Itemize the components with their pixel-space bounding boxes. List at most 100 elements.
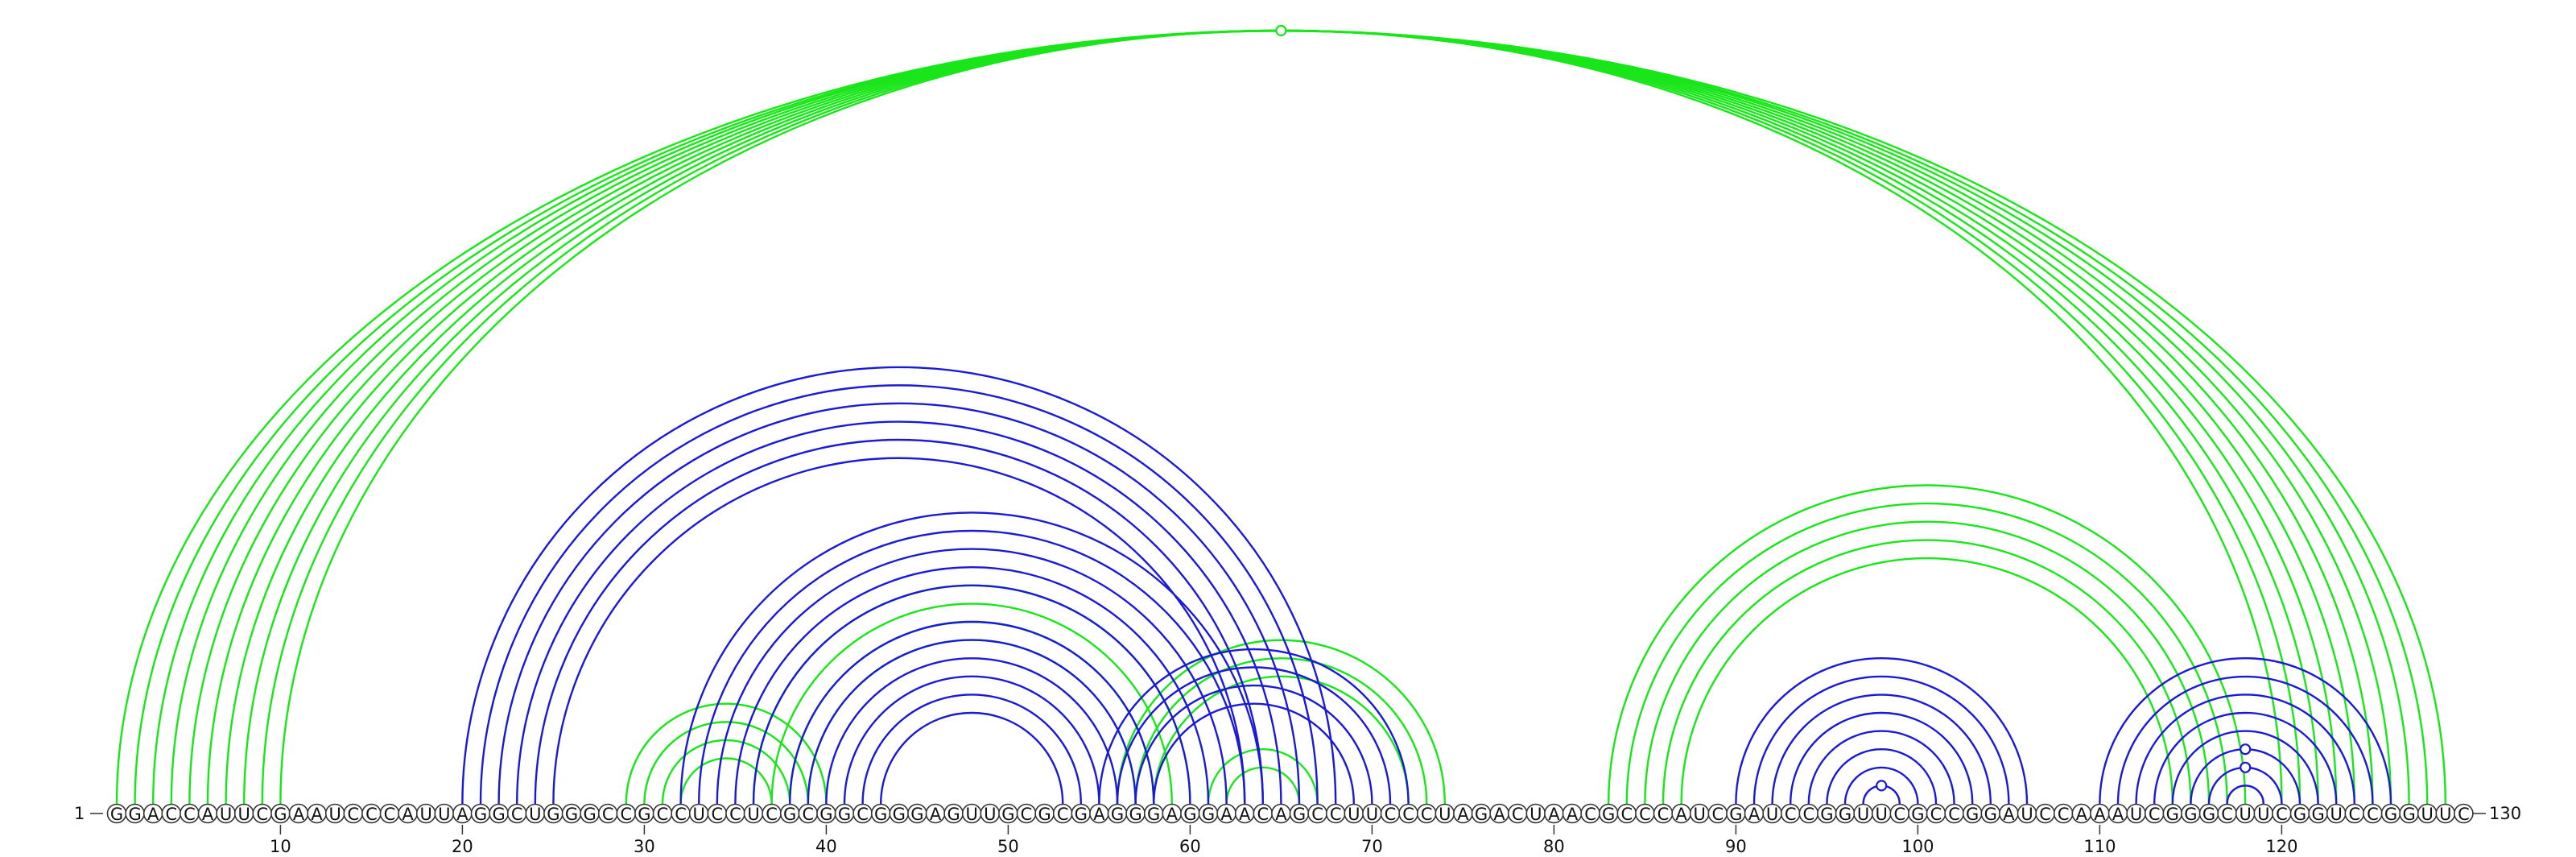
nucleotide-letter-2: G bbox=[128, 805, 141, 824]
nucleotide-90: G bbox=[1726, 803, 1746, 824]
nucleotide-letter-49: U bbox=[984, 805, 996, 824]
nucleotide-letter-18: U bbox=[420, 805, 432, 824]
nucleotide-64: C bbox=[1253, 803, 1274, 824]
nucleotide-120: C bbox=[2272, 803, 2292, 824]
nucleotide-letter-26: G bbox=[565, 805, 578, 824]
nucleotide-96: G bbox=[1835, 803, 1856, 824]
nucleotide-letter-53: C bbox=[1057, 805, 1069, 824]
tick-label-10: 10 bbox=[270, 837, 291, 856]
nucleotide-8: U bbox=[233, 803, 254, 824]
nucleotide-letter-47: G bbox=[947, 805, 960, 824]
nucleotide-letter-125: C bbox=[2367, 805, 2379, 824]
nucleotide-letter-8: U bbox=[238, 805, 250, 824]
nucleotide-letter-12: A bbox=[311, 805, 323, 824]
nucleotide-26: G bbox=[561, 803, 582, 824]
nucleotide-letter-42: C bbox=[857, 805, 869, 824]
nucleotide-letter-119: U bbox=[2257, 805, 2269, 824]
nucleotide-letter-25: G bbox=[547, 805, 559, 824]
tick-label-60: 60 bbox=[1179, 837, 1201, 856]
nucleotide-101: C bbox=[1926, 803, 1946, 824]
nucleotide-99: C bbox=[1889, 803, 1910, 824]
tick-label-90: 90 bbox=[1725, 837, 1747, 856]
tick-label-70: 70 bbox=[1361, 837, 1383, 856]
nucleotide-letter-45: G bbox=[910, 805, 923, 824]
nucleotide-letter-93: C bbox=[1785, 805, 1797, 824]
nucleotide-letter-91: A bbox=[1748, 805, 1761, 824]
nucleotide-54: G bbox=[1071, 803, 1092, 824]
blue-arc-113-123 bbox=[2153, 711, 2338, 805]
nucleotide-letter-123: U bbox=[2330, 805, 2343, 824]
nucleotide-22: G bbox=[489, 803, 509, 824]
nucleotide-letter-99: C bbox=[1893, 805, 1905, 824]
blue-arc-112-124 bbox=[2135, 693, 2355, 805]
nucleotide-32: C bbox=[671, 803, 691, 824]
nucleotide-letter-50: G bbox=[1001, 805, 1014, 824]
sequence-axis: 1 130 bbox=[74, 804, 2521, 823]
nucleotide-126: G bbox=[2380, 803, 2401, 824]
nucleotide-51: C bbox=[1016, 803, 1037, 824]
green-arc-83-118 bbox=[1608, 484, 2247, 805]
nucleotide-letter-62: A bbox=[1220, 805, 1232, 824]
nucleotide-letter-22: G bbox=[492, 805, 505, 824]
nucleotide-65: A bbox=[1271, 803, 1291, 824]
arc-layer bbox=[115, 24, 2446, 805]
nucleotide-letter-95: G bbox=[1820, 805, 1833, 824]
nucleotide-letter-14: C bbox=[347, 805, 359, 824]
nucleotide-110: A bbox=[2090, 803, 2110, 824]
nucleotide-letter-28: C bbox=[602, 805, 614, 824]
green-arc-58-72 bbox=[1153, 675, 1410, 805]
nucleotide-123: U bbox=[2326, 803, 2347, 824]
nucleotide-letter-88: U bbox=[1694, 805, 1706, 824]
blue-arc-39-57 bbox=[807, 639, 1137, 805]
nucleotide-letter-102: C bbox=[1948, 805, 1960, 824]
nucleotide-127: G bbox=[2399, 803, 2419, 824]
nucleotide-98: U bbox=[1871, 803, 1892, 824]
nucleotide-112: U bbox=[2126, 803, 2146, 824]
nucleotide-72: C bbox=[1398, 803, 1418, 824]
nucleotide-letter-24: U bbox=[529, 805, 541, 824]
nucleotide-67: C bbox=[1307, 803, 1327, 824]
nucleotide-letter-97: U bbox=[1857, 805, 1869, 824]
nucleotide-letter-128: U bbox=[2421, 805, 2434, 824]
nucleotide-letter-108: C bbox=[2058, 805, 2070, 824]
nucleotide-letter-13: U bbox=[329, 805, 341, 824]
nucleotide-58: G bbox=[1143, 803, 1164, 824]
nucleotide-letter-60: G bbox=[1183, 805, 1196, 824]
blue-arc-95-101 bbox=[1826, 748, 1938, 805]
nucleotide-95: G bbox=[1817, 803, 1837, 824]
green-arc-87-114 bbox=[1680, 557, 2174, 805]
nucleotide-6: A bbox=[197, 803, 218, 824]
nucleotide-letter-40: G bbox=[819, 805, 832, 824]
blue-arc-91-105 bbox=[1752, 675, 2010, 805]
nucleotide-letter-73: C bbox=[1421, 805, 1433, 824]
nucleotide-68: C bbox=[1325, 803, 1346, 824]
blue-arc-35-61 bbox=[734, 566, 1210, 805]
nucleotide-45: G bbox=[907, 803, 927, 824]
nucleotide-52: G bbox=[1034, 803, 1055, 824]
nucleotide-2: G bbox=[125, 803, 145, 824]
nucleotide-49: U bbox=[980, 803, 1001, 824]
nucleotide-letter-56: G bbox=[1111, 805, 1124, 824]
nucleotide-85: C bbox=[1635, 803, 1655, 824]
nucleotide-81: A bbox=[1562, 803, 1583, 824]
blue-arc-34-62 bbox=[716, 548, 1228, 805]
nucleotide-circle-130 bbox=[2454, 803, 2474, 824]
green-arc-85-116 bbox=[1644, 520, 2211, 805]
nucleotide-letter-101: C bbox=[1930, 805, 1942, 824]
nucleotide-15: C bbox=[361, 803, 382, 824]
nucleotide-47: G bbox=[943, 803, 964, 824]
nucleotide-letter-36: U bbox=[747, 805, 759, 824]
nucleotide-letter-74: U bbox=[1439, 805, 1451, 824]
nucleotide-59: A bbox=[1162, 803, 1183, 824]
nucleotide-letter-32: C bbox=[675, 805, 687, 824]
nucleotide-letter-120: C bbox=[2276, 805, 2288, 824]
nucleotide-letter-121: G bbox=[2293, 805, 2306, 824]
blue-arc-92-104 bbox=[1771, 693, 1992, 805]
nucleotide-61: G bbox=[1198, 803, 1219, 824]
nucleotide-letter-54: G bbox=[1075, 805, 1088, 824]
nucleotide-41: G bbox=[834, 803, 855, 824]
nucleotide-53: C bbox=[1052, 803, 1073, 824]
nucleotide-letter-55: A bbox=[1093, 805, 1105, 824]
nucleotide-71: C bbox=[1380, 803, 1401, 824]
nucleotide-30: G bbox=[634, 803, 654, 824]
